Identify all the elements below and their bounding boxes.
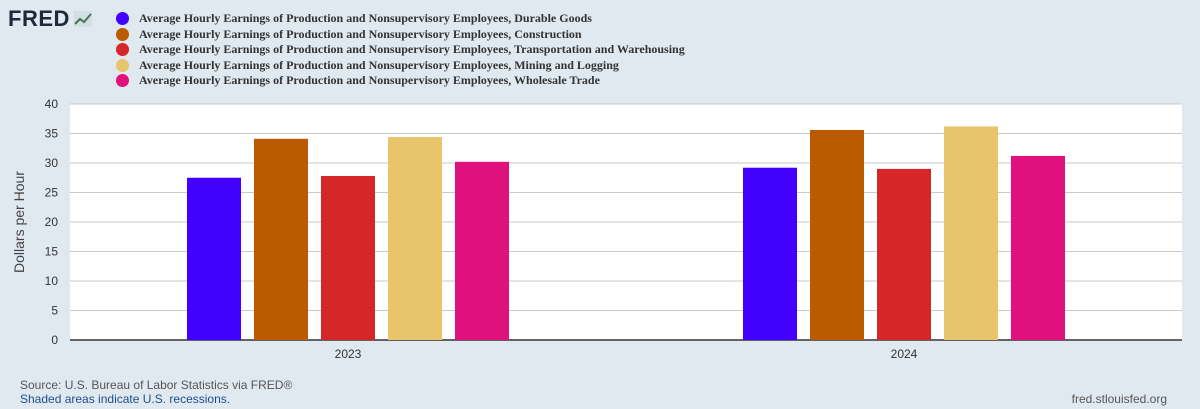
source-note: Source: U.S. Bureau of Labor Statistics … bbox=[20, 378, 293, 392]
chart-legend: Average Hourly Earnings of Production an… bbox=[116, 11, 685, 89]
bar bbox=[187, 177, 241, 340]
legend-marker bbox=[116, 12, 129, 26]
legend-label: Average Hourly Earnings of Production an… bbox=[139, 73, 600, 88]
y-tick-label: 25 bbox=[45, 186, 59, 200]
legend-item-mining: Average Hourly Earnings of Production an… bbox=[116, 58, 685, 74]
bar bbox=[743, 167, 797, 340]
legend-label: Average Hourly Earnings of Production an… bbox=[139, 11, 592, 26]
bar bbox=[810, 129, 864, 340]
x-tick-label: 2023 bbox=[335, 347, 362, 361]
legend-marker bbox=[116, 27, 129, 41]
bar bbox=[944, 126, 998, 340]
recession-note: Shaded areas indicate U.S. recessions. bbox=[20, 392, 231, 406]
fred-logo: FRED bbox=[8, 6, 92, 32]
legend-marker bbox=[116, 43, 129, 57]
y-tick-label: 40 bbox=[45, 97, 59, 111]
bar bbox=[455, 161, 509, 340]
legend-item-durable-goods: Average Hourly Earnings of Production an… bbox=[116, 11, 685, 27]
bar bbox=[877, 168, 931, 340]
bar bbox=[254, 138, 308, 340]
y-tick-label: 10 bbox=[45, 274, 59, 288]
legend-marker bbox=[116, 58, 129, 72]
legend-item-transportation: Average Hourly Earnings of Production an… bbox=[116, 42, 685, 58]
y-tick-label: 15 bbox=[45, 245, 59, 259]
legend-label: Average Hourly Earnings of Production an… bbox=[139, 42, 685, 57]
legend-marker bbox=[116, 74, 129, 88]
y-tick-label: 5 bbox=[51, 304, 58, 318]
y-tick-label: 20 bbox=[45, 215, 59, 229]
y-tick-label: 30 bbox=[45, 156, 59, 170]
y-tick-label: 35 bbox=[45, 127, 59, 141]
x-tick-label: 2024 bbox=[891, 347, 918, 361]
y-tick-label: 0 bbox=[51, 333, 58, 347]
bar bbox=[1011, 155, 1065, 340]
logo-text: FRED bbox=[8, 6, 70, 31]
y-axis-label: Dollars per Hour bbox=[11, 171, 27, 273]
chart-footer: Source: U.S. Bureau of Labor Statistics … bbox=[20, 378, 292, 406]
bar bbox=[321, 175, 375, 340]
legend-item-wholesale: Average Hourly Earnings of Production an… bbox=[116, 73, 685, 89]
legend-item-construction: Average Hourly Earnings of Production an… bbox=[116, 27, 685, 43]
bar bbox=[388, 137, 442, 340]
legend-label: Average Hourly Earnings of Production an… bbox=[139, 26, 582, 41]
legend-label: Average Hourly Earnings of Production an… bbox=[139, 57, 619, 72]
chart-line-icon bbox=[73, 11, 92, 27]
site-url: fred.stlouisfed.org bbox=[1071, 392, 1167, 406]
